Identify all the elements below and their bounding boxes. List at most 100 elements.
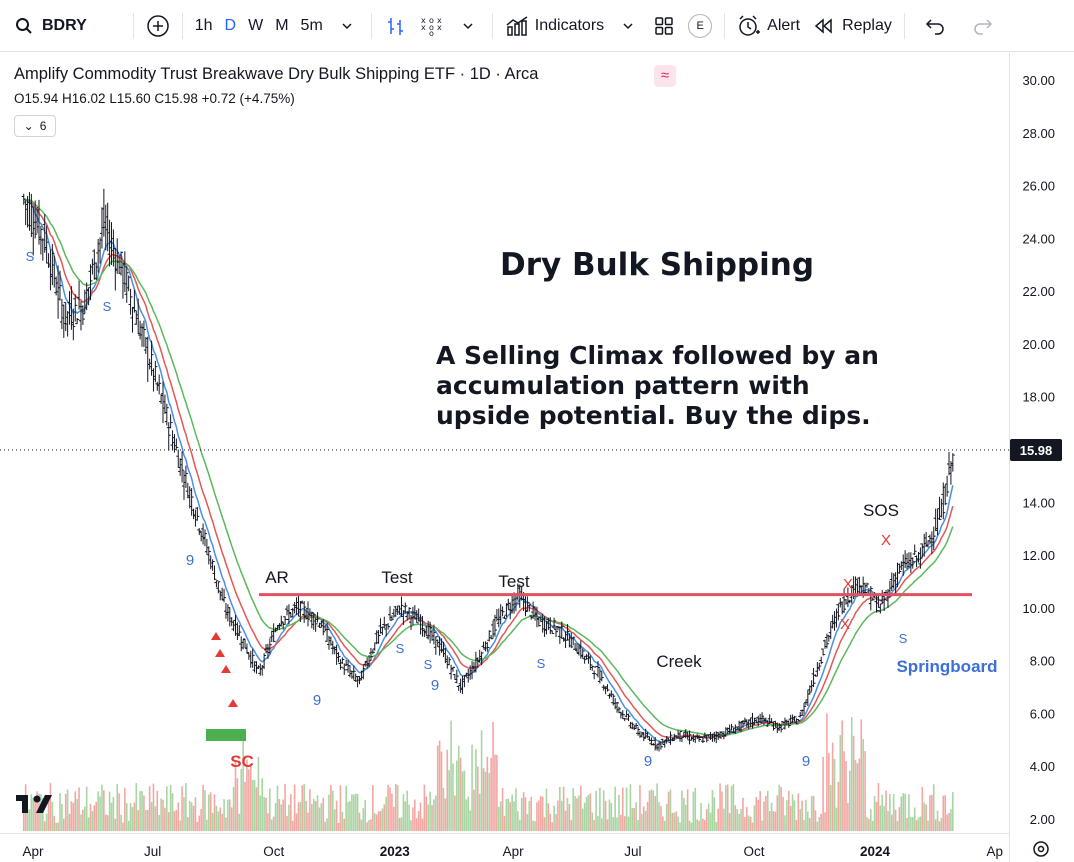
volume-bar: [442, 787, 445, 831]
ohlc-bar: [460, 675, 465, 695]
ohlc-bar: [147, 358, 152, 370]
chart-type-dropdown[interactable]: [450, 0, 486, 51]
chart-pane[interactable]: 30.0028.0026.0024.0022.0020.0018.0016.00…: [0, 53, 1074, 862]
volume-bar: [62, 818, 65, 831]
volume-bar: [725, 785, 727, 831]
indicator-toggle[interactable]: ⌄ 6: [14, 115, 56, 137]
earnings-button[interactable]: E: [682, 0, 718, 51]
bars-icon: [384, 14, 408, 38]
ohlc-bar: [929, 531, 934, 554]
ohlc-bar: [294, 597, 299, 615]
ohlc-bar: [44, 225, 49, 264]
ohlc-bar: [637, 731, 642, 738]
volume-bar: [742, 797, 744, 831]
ohlc-bar: [897, 563, 902, 574]
chart-canvas[interactable]: 30.0028.0026.0024.0022.0020.0018.0016.00…: [0, 53, 1074, 862]
volume-bar: [787, 790, 790, 831]
volume-bar: [732, 784, 735, 831]
count-marker: 9: [431, 677, 439, 694]
ohlc-bar: [315, 612, 320, 623]
interval-m[interactable]: M: [275, 16, 289, 34]
compare-button[interactable]: [140, 0, 176, 51]
chevron-down-icon: [456, 14, 480, 38]
volume-bar: [192, 805, 195, 831]
ohlc-bar: [119, 251, 124, 276]
ohlc-bar: [796, 718, 801, 722]
volume-bar: [253, 779, 256, 831]
ohlc-bar: [309, 611, 314, 629]
volume-bar: [948, 812, 950, 831]
volume-bar: [352, 794, 355, 831]
interval-5m[interactable]: 5m: [300, 16, 323, 34]
indicators-dropdown[interactable]: [610, 0, 646, 51]
volume-bar: [175, 809, 178, 831]
volume-bar: [345, 785, 347, 831]
ohlc-bar: [189, 488, 194, 516]
volume-bar: [486, 756, 489, 831]
x-tick-label: Oct: [263, 844, 284, 859]
count-marker: 9: [186, 552, 194, 569]
x-axis-ticks: Apr Jul Oct 2023 Apr Jul Oct 2024 Ap: [22, 844, 1003, 859]
ohlc-bar: [874, 596, 879, 613]
volume-bar: [730, 785, 733, 831]
symbol-search[interactable]: BDRY: [0, 0, 93, 51]
ohlc-bar: [330, 640, 335, 655]
volume-bar: [696, 819, 698, 831]
ohlc-bar: [136, 298, 141, 334]
ohlc-bar: [241, 639, 246, 650]
ohlc-bar: [48, 249, 53, 291]
volume-bar: [497, 806, 500, 831]
volume-bar: [82, 809, 84, 831]
x-tick-label: Apr: [503, 844, 525, 859]
volume-bar: [776, 795, 779, 831]
redo-button[interactable]: [959, 0, 1007, 51]
volume-bar: [32, 797, 35, 831]
ohlc-bar: [90, 258, 95, 275]
volume-bar: [845, 761, 847, 831]
ohlc-bar: [407, 607, 412, 620]
volume-bar: [93, 805, 96, 831]
interval-d[interactable]: D: [224, 16, 237, 34]
layouts-button[interactable]: [646, 0, 682, 51]
ohlc-bar: [447, 657, 452, 666]
bar-style-button[interactable]: [378, 0, 414, 51]
interval-1h[interactable]: 1h: [194, 16, 213, 34]
indicators-button[interactable]: Indicators: [499, 0, 610, 51]
volume-bar: [66, 789, 69, 831]
alert-button[interactable]: Alert: [731, 0, 806, 51]
volume-bar: [660, 806, 662, 831]
interval-w[interactable]: W: [248, 16, 264, 34]
ohlc-bar: [155, 381, 160, 391]
volume-bar: [700, 802, 702, 831]
ohlc-bar: [193, 509, 198, 527]
volume-bar: [772, 811, 775, 831]
volume-bar: [242, 737, 244, 831]
y-tick-label: 28.00: [1022, 126, 1055, 141]
undo-button[interactable]: [911, 0, 959, 51]
ohlc-bar: [170, 430, 175, 450]
volume-bar: [847, 803, 849, 831]
ohlc-bar: [941, 482, 946, 520]
ohlc-bar: [649, 737, 654, 746]
wave-icon[interactable]: ≈: [654, 65, 676, 87]
replay-button[interactable]: Replay: [806, 0, 898, 51]
ohlc-bar: [449, 664, 454, 680]
ohlc-bar: [199, 530, 204, 542]
volume-bar: [383, 804, 386, 831]
volume-bar: [290, 794, 292, 831]
volume-bar: [560, 800, 563, 831]
volume-bar: [339, 785, 342, 831]
volume-bar: [765, 795, 767, 831]
ohlc-bar: [248, 650, 253, 668]
interval-dropdown[interactable]: [329, 0, 365, 51]
volume-bar: [768, 811, 771, 831]
ohlc-bar: [159, 394, 164, 404]
settings-gear-icon[interactable]: [1033, 841, 1049, 857]
y-tick-label: 20.00: [1022, 337, 1055, 352]
volume-bar: [230, 807, 233, 831]
ohlc-bar: [195, 507, 200, 521]
volume-bar: [206, 819, 208, 831]
sell-climax-arrow: [221, 665, 231, 673]
volume-bar: [520, 797, 523, 831]
